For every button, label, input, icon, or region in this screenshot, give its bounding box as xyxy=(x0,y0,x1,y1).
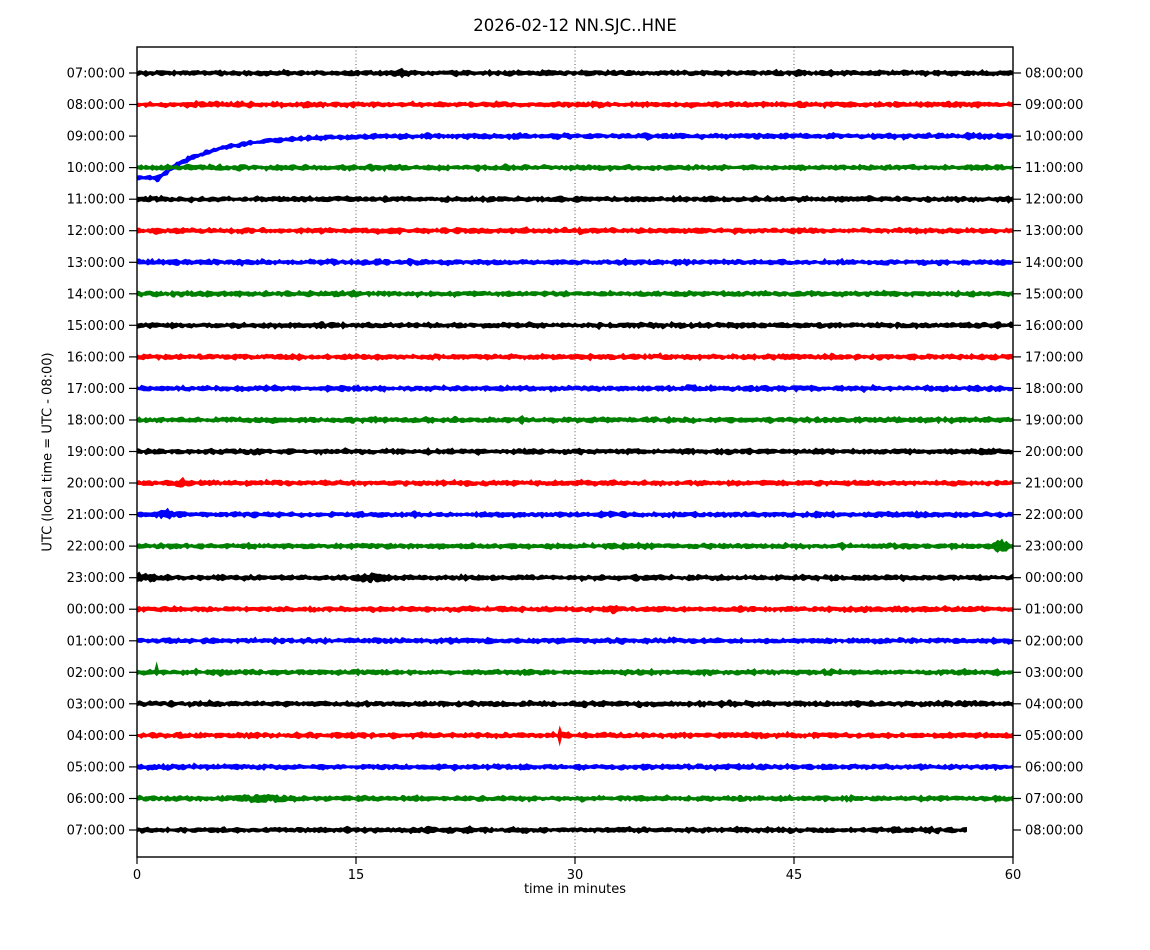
svg-text:11:00:00: 11:00:00 xyxy=(1025,161,1083,176)
x-axis-label: time in minutes xyxy=(523,882,627,897)
y-axis-label: UTC (local time = UTC - 08:00) xyxy=(40,352,56,552)
svg-text:10:00:00: 10:00:00 xyxy=(1025,130,1083,145)
svg-text:15:00:00: 15:00:00 xyxy=(1025,287,1083,302)
svg-text:17:00:00: 17:00:00 xyxy=(67,382,125,397)
svg-text:19:00:00: 19:00:00 xyxy=(1025,414,1083,429)
svg-text:14:00:00: 14:00:00 xyxy=(67,287,125,302)
svg-text:08:00:00: 08:00:00 xyxy=(1025,824,1083,839)
svg-text:0: 0 xyxy=(133,868,141,883)
chart-title: 2026-02-12 NN.SJC..HNE xyxy=(473,16,677,35)
svg-text:00:00:00: 00:00:00 xyxy=(1025,571,1083,586)
svg-text:06:00:00: 06:00:00 xyxy=(67,792,125,807)
svg-text:07:00:00: 07:00:00 xyxy=(67,824,125,839)
svg-text:05:00:00: 05:00:00 xyxy=(1025,729,1083,744)
svg-text:12:00:00: 12:00:00 xyxy=(1025,193,1083,208)
svg-text:16:00:00: 16:00:00 xyxy=(1025,319,1083,334)
svg-text:22:00:00: 22:00:00 xyxy=(1025,508,1083,523)
svg-text:22:00:00: 22:00:00 xyxy=(67,540,125,555)
svg-text:08:00:00: 08:00:00 xyxy=(67,98,125,113)
svg-text:07:00:00: 07:00:00 xyxy=(1025,792,1083,807)
svg-text:14:00:00: 14:00:00 xyxy=(1025,256,1083,271)
svg-text:07:00:00: 07:00:00 xyxy=(67,67,125,82)
svg-text:21:00:00: 21:00:00 xyxy=(1025,477,1083,492)
svg-text:60: 60 xyxy=(1005,868,1022,883)
svg-text:03:00:00: 03:00:00 xyxy=(1025,666,1083,681)
svg-text:08:00:00: 08:00:00 xyxy=(1025,67,1083,82)
svg-text:09:00:00: 09:00:00 xyxy=(67,130,125,145)
svg-text:02:00:00: 02:00:00 xyxy=(67,666,125,681)
svg-text:01:00:00: 01:00:00 xyxy=(1025,603,1083,618)
svg-text:17:00:00: 17:00:00 xyxy=(1025,350,1083,365)
svg-text:15: 15 xyxy=(348,868,365,883)
svg-text:12:00:00: 12:00:00 xyxy=(67,224,125,239)
svg-text:20:00:00: 20:00:00 xyxy=(1025,445,1083,460)
svg-text:16:00:00: 16:00:00 xyxy=(67,350,125,365)
svg-text:04:00:00: 04:00:00 xyxy=(1025,697,1083,712)
svg-text:21:00:00: 21:00:00 xyxy=(67,508,125,523)
svg-text:06:00:00: 06:00:00 xyxy=(1025,760,1083,775)
svg-text:19:00:00: 19:00:00 xyxy=(67,445,125,460)
svg-text:01:00:00: 01:00:00 xyxy=(67,634,125,649)
svg-text:15:00:00: 15:00:00 xyxy=(67,319,125,334)
svg-text:04:00:00: 04:00:00 xyxy=(67,729,125,744)
svg-text:02:00:00: 02:00:00 xyxy=(1025,634,1083,649)
svg-text:11:00:00: 11:00:00 xyxy=(67,193,125,208)
svg-text:13:00:00: 13:00:00 xyxy=(1025,224,1083,239)
svg-text:00:00:00: 00:00:00 xyxy=(67,603,125,618)
svg-text:20:00:00: 20:00:00 xyxy=(67,477,125,492)
svg-text:23:00:00: 23:00:00 xyxy=(1025,540,1083,555)
svg-text:18:00:00: 18:00:00 xyxy=(1025,382,1083,397)
svg-text:10:00:00: 10:00:00 xyxy=(67,161,125,176)
svg-text:30: 30 xyxy=(567,868,584,883)
svg-text:03:00:00: 03:00:00 xyxy=(67,697,125,712)
svg-text:13:00:00: 13:00:00 xyxy=(67,256,125,271)
svg-text:23:00:00: 23:00:00 xyxy=(67,571,125,586)
svg-text:09:00:00: 09:00:00 xyxy=(1025,98,1083,113)
svg-text:45: 45 xyxy=(786,868,803,883)
svg-text:18:00:00: 18:00:00 xyxy=(67,414,125,429)
svg-text:05:00:00: 05:00:00 xyxy=(67,760,125,775)
